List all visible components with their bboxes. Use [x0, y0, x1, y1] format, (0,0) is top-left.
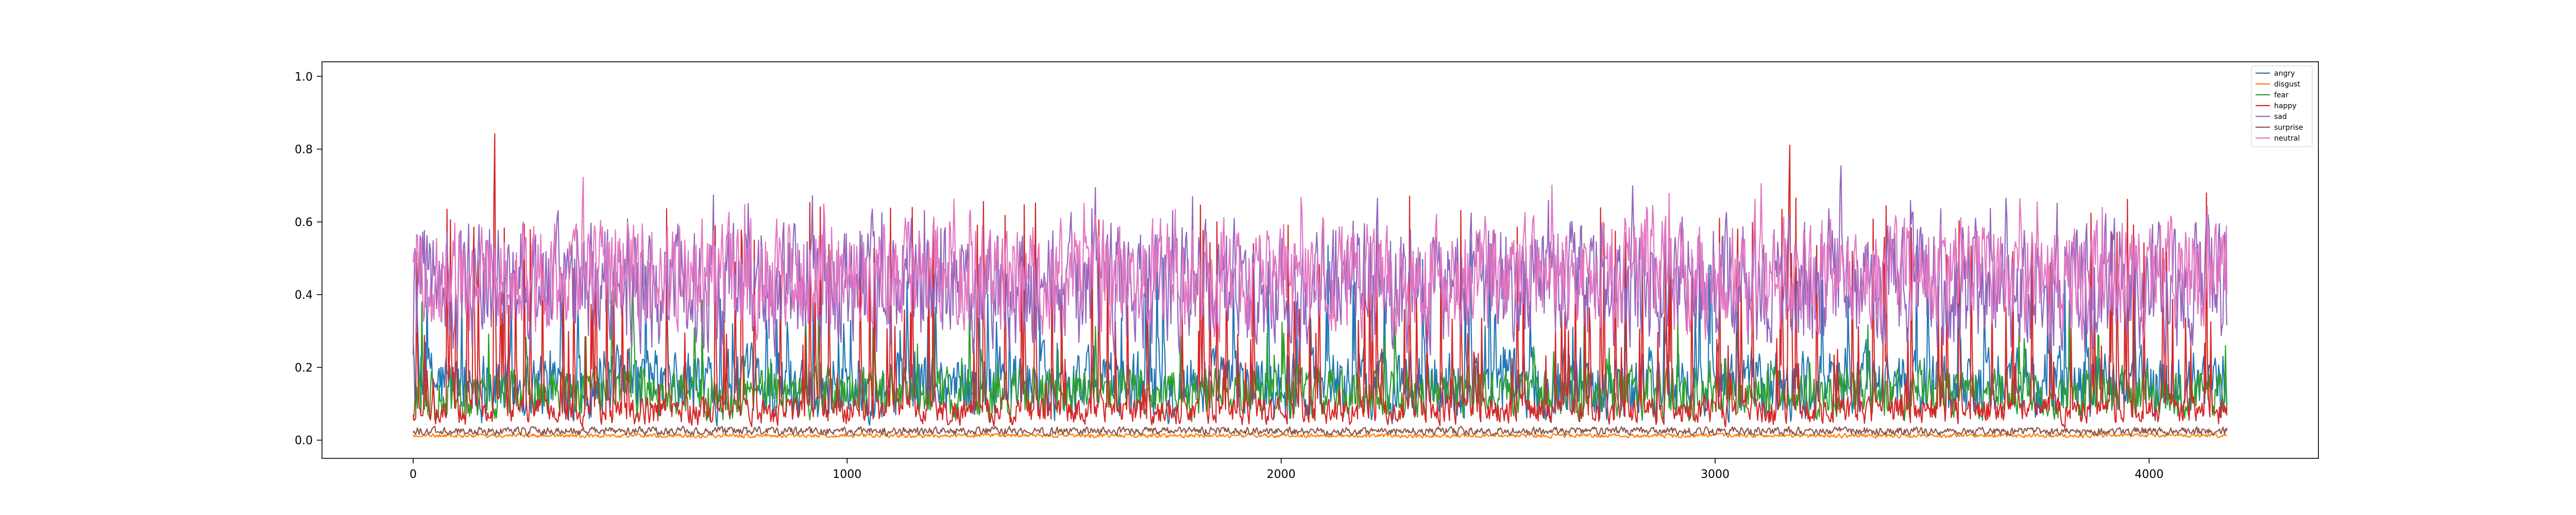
x-axis: 0 1000 2000 3000 4000: [410, 458, 2163, 481]
y-tick-label: 0.8: [295, 144, 313, 157]
y-tick-label: 0.0: [295, 435, 313, 448]
series-layer: [412, 133, 2228, 439]
legend-label-disgust: disgust: [2274, 80, 2300, 89]
x-tick-label: 1000: [833, 468, 861, 481]
axes-frame: [321, 61, 2319, 459]
x-tick-label: 3000: [1701, 468, 1730, 481]
y-tick-label: 0.2: [295, 362, 313, 374]
y-tick-label: 1.0: [295, 71, 313, 83]
legend-label-fear: fear: [2274, 91, 2289, 99]
series-line-disgust: [412, 433, 2228, 439]
legend-label-angry: angry: [2274, 70, 2295, 78]
legend-label-sad: sad: [2274, 113, 2287, 121]
y-axis: 0.0 0.2 0.4 0.6 0.8 1.0: [295, 71, 322, 448]
x-tick-label: 0: [410, 468, 417, 481]
legend: angry disgust fear happy sad surprise neutral: [2251, 65, 2313, 147]
legend-label-surprise: surprise: [2274, 124, 2303, 132]
series-line-angry: [412, 241, 2228, 427]
series-line-neutral: [412, 177, 2228, 343]
legend-label-neutral: neutral: [2274, 134, 2300, 143]
x-tick-label: 4000: [2134, 468, 2163, 481]
series-line-surprise: [412, 425, 2228, 437]
legend-label-happy: happy: [2274, 102, 2297, 110]
legend-box: [2251, 65, 2313, 147]
y-tick-label: 0.4: [295, 289, 313, 302]
x-tick-label: 2000: [1267, 468, 1296, 481]
y-tick-label: 0.6: [295, 216, 313, 229]
